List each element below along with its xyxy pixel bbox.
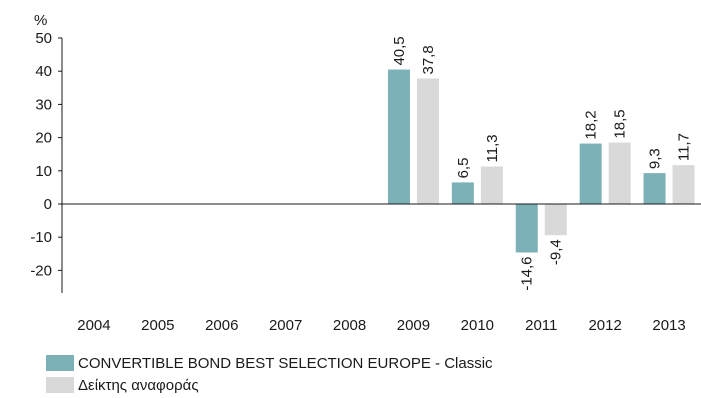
y-tick-label: 10 [35, 163, 52, 180]
x-tick-label: 2006 [205, 317, 238, 334]
x-tick-label: 2012 [588, 317, 621, 334]
x-tick-label: 2005 [141, 317, 174, 334]
y-tick-label: 50 [35, 30, 52, 47]
legend-label-benchmark: Δείκτης αναφοράς [78, 376, 199, 394]
bar-value-label: 11,3 [484, 134, 501, 162]
legend-item-benchmark: Δείκτης αναφοράς [46, 374, 493, 396]
bar-fund-2011 [515, 204, 538, 253]
bar-value-label: 18,5 [612, 109, 629, 138]
y-tick-label: 0 [44, 196, 52, 213]
bar-fund-2012 [579, 143, 602, 204]
bar-benchmark-2012 [608, 142, 631, 204]
x-tick-label: 2009 [397, 317, 430, 334]
y-tick-label: 30 [35, 96, 52, 113]
y-tick-label: -10 [30, 229, 52, 246]
bar-value-label: 11,7 [676, 133, 693, 161]
bar-fund-2010 [451, 182, 474, 204]
y-tick-label: -20 [30, 262, 52, 279]
x-tick-label: 2010 [461, 317, 494, 334]
bar-chart: % -20 -10 0 10 20 30 40 50 40,5 37,8 6,5 11,3 -14,6… [30, 12, 701, 334]
legend-label-fund: CONVERTIBLE BOND BEST SELECTION EUROPE -… [78, 354, 493, 372]
bar-value-label: 40,5 [391, 36, 408, 65]
y-tick-label: 20 [35, 130, 52, 147]
legend-swatch-fund [46, 355, 74, 371]
bar-value-label: 18,2 [583, 110, 600, 139]
bar-benchmark-2013 [672, 165, 695, 204]
bar-value-label: -14,6 [519, 256, 536, 290]
x-tick-label: 2013 [652, 317, 685, 334]
bar-value-label: 37,8 [420, 45, 437, 74]
legend-swatch-benchmark [46, 377, 74, 393]
bar-value-label: -9,4 [548, 239, 565, 265]
bar-fund-2009 [387, 69, 410, 204]
bar-benchmark-2010 [480, 166, 503, 204]
legend-item-fund: CONVERTIBLE BOND BEST SELECTION EUROPE -… [46, 352, 493, 374]
bar-value-label: 6,5 [455, 158, 472, 179]
bar-benchmark-2011 [544, 204, 567, 236]
x-tick-label: 2008 [333, 317, 366, 334]
bar-benchmark-2009 [416, 78, 439, 204]
bar-fund-2013 [643, 173, 666, 204]
x-tick-label: 2004 [77, 317, 110, 334]
legend: CONVERTIBLE BOND BEST SELECTION EUROPE -… [46, 352, 493, 396]
x-tick-label: 2007 [269, 317, 302, 334]
y-tick-label: 40 [35, 63, 52, 80]
y-axis-unit-label: % [34, 12, 47, 29]
x-tick-label: 2011 [525, 317, 557, 334]
bar-value-label: 9,3 [647, 148, 664, 169]
